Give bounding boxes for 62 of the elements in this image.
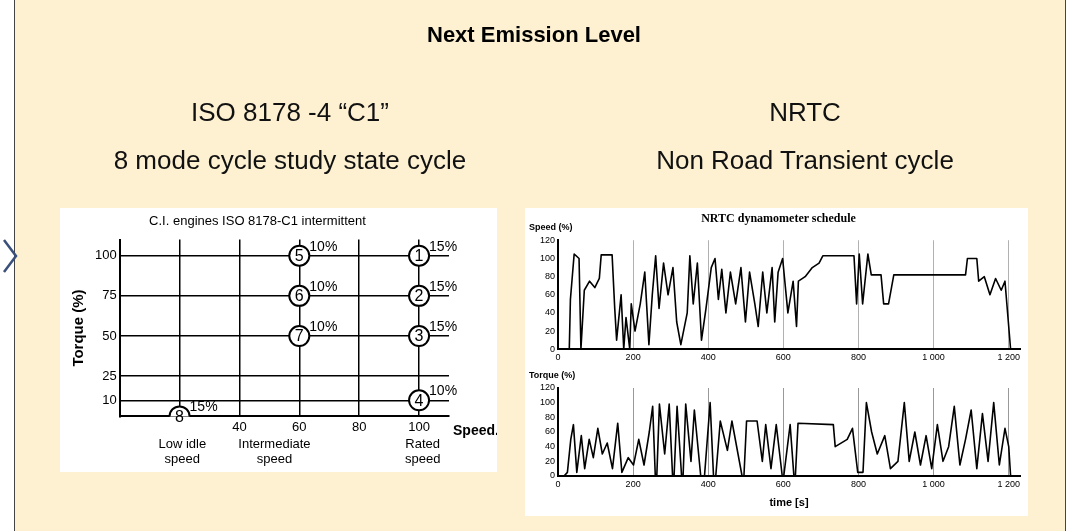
annotation: 15% [429,237,458,254]
x-tick-label: 1 000 [922,352,945,363]
x-tick-label: 600 [775,478,791,489]
text: Rated speed [404,436,441,467]
y-tick-label: 25 [102,367,117,383]
series-label: 2 [414,287,424,305]
annotation: 15% [189,398,218,415]
x-tick-label: 200 [625,352,641,363]
x-tick-label: 100 [408,418,430,434]
series-label: 6 [294,287,304,305]
y-tick-label: 100 [539,253,556,264]
y-axis-title: Torque (%) [69,289,87,367]
annotation: 10% [309,317,338,334]
annotation: 15% [429,277,458,294]
series-label: 1 [414,247,424,265]
y-tick-label: 75 [102,287,117,303]
y-tick-label: 50 [102,327,117,343]
x-tick-label: 400 [700,478,716,489]
y-tick-label: 0 [550,343,556,354]
series-label: 4 [414,391,424,409]
y-tick-label: 100 [539,397,556,408]
x-tick-label: 1 200 [997,478,1020,489]
y-tick-label: 40 [545,441,556,452]
annotation: 10% [309,237,338,254]
y-tick-label: 120 [539,234,556,245]
x-tick-label: 40 [232,418,247,434]
x-tick-label: 80 [351,418,367,434]
chart-subtitle: NRTC dynamometer schedule [701,211,857,226]
y-tick-label: 80 [545,411,556,422]
y-axis-title: Speed (%) [529,222,573,233]
x-tick-label: 60 [292,418,307,434]
y-tick-label: 20 [545,325,556,336]
y-tick-label: 10 [102,391,117,407]
y-tick-label: 40 [545,307,556,318]
series-label: 5 [294,247,304,265]
text: Low idle speed [158,436,207,467]
x-tick-label: 400 [700,352,716,363]
text: Intermediate speed [238,436,311,467]
y-tick-label: 80 [545,271,556,282]
chart-subtitle: C.I. engines ISO 8178-C1 intermittent [149,213,367,229]
x-tick-label: 1 000 [922,478,945,489]
x-tick-label: 200 [625,478,641,489]
series-label: 8 [175,407,185,425]
y-tick-label: 0 [550,470,556,481]
y-tick-label: 100 [94,247,117,263]
y-tick-label: 20 [545,455,556,466]
series-label: 3 [414,327,424,345]
x-tick-label: 600 [775,352,791,363]
y-tick-label: 120 [539,382,556,393]
series-label: 7 [294,327,304,345]
text: Next Emission Level [426,22,642,48]
annotation: 15% [429,317,458,334]
chart-title: NRTC Non Road Transient cycle [655,96,955,177]
y-axis-title: Torque (%) [529,369,576,380]
y-tick-label: 60 [545,289,556,300]
annotation: 10% [309,277,338,294]
x-axis-title: time [s] [769,496,809,509]
x-tick-label: 800 [850,478,867,489]
chart-title: ISO 8178 -4 “C1” 8 mode cycle study state cycle [112,96,468,177]
x-tick-label: 800 [850,352,867,363]
x-tick-label: 1 200 [997,352,1020,363]
annotation: 10% [429,382,458,399]
